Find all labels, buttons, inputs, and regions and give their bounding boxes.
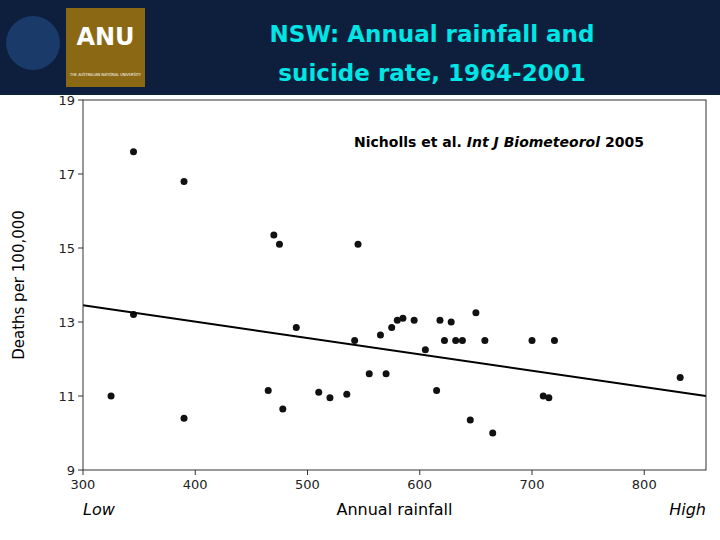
scatter-point [448, 319, 455, 326]
scatter-point [108, 393, 115, 400]
plot-marks [83, 148, 706, 436]
scatter-point [422, 346, 429, 353]
header-banner [0, 0, 720, 95]
x-tick-label: 700 [520, 477, 545, 492]
scatter-point [481, 337, 488, 344]
y-tick [78, 100, 83, 101]
x-tick-label: 400 [183, 477, 208, 492]
logo-crest [6, 16, 60, 70]
scatter-point [181, 178, 188, 185]
y-tick-label: 15 [58, 241, 75, 256]
x-tick-label: 300 [71, 477, 96, 492]
scatter-point [265, 387, 272, 394]
scatter-point [399, 315, 406, 322]
y-tick-label: 11 [58, 389, 75, 404]
y-tick-label: 13 [58, 315, 75, 330]
scatter-point [355, 241, 362, 248]
logo-box [66, 8, 145, 87]
x-tick [83, 470, 84, 475]
scatter-point [452, 337, 459, 344]
scatter-point [411, 317, 418, 324]
scatter-point [377, 331, 384, 338]
x-tick [307, 470, 308, 475]
y-tick-label: 19 [58, 93, 75, 108]
scatter-point [436, 317, 443, 324]
y-tick [78, 470, 83, 471]
scatter-point [270, 232, 277, 239]
y-tick-label: 9 [67, 463, 75, 478]
scatter-point [472, 309, 479, 316]
scatter-point [130, 148, 137, 155]
scatter-point [276, 241, 283, 248]
x-axis-label: Annual rainfall [337, 500, 453, 519]
y-tick [78, 396, 83, 397]
y-tick [78, 322, 83, 323]
scatter-point [343, 391, 350, 398]
scatter-point [388, 324, 395, 331]
y-tick-label: 17 [58, 167, 75, 182]
scatter-point [529, 337, 536, 344]
annotation-part: Int J Biometeorol [467, 134, 600, 150]
title-line: NSW: Annual rainfall and [270, 21, 595, 47]
scatter-point [467, 417, 474, 424]
plot-frame [83, 100, 706, 470]
trend-line [83, 305, 706, 396]
chart: NSW: Annual rainfall and suicide rate, 19… [0, 0, 720, 540]
plot-background [83, 100, 706, 470]
x-tick [419, 470, 420, 475]
x-tick [532, 470, 533, 475]
x-axis-label-low: Low [83, 500, 116, 519]
scatter-point [366, 370, 373, 377]
scatter-point [293, 324, 300, 331]
scatter-point [181, 415, 188, 422]
annotation: Nicholls et al. Int J Biometeorol 2005 [354, 134, 644, 150]
scatter-point [459, 337, 466, 344]
y-axis-label: Deaths per 100,000 [10, 210, 28, 360]
scatter-point [433, 387, 440, 394]
x-tick-label: 800 [632, 477, 657, 492]
annotation-part: Nicholls et al. [354, 134, 462, 150]
title: NSW: Annual rainfall and suicide rate, 19… [270, 21, 595, 86]
x-tick [195, 470, 196, 475]
scatter-point [279, 405, 286, 412]
scatter-point [551, 337, 558, 344]
scatter-point [677, 374, 684, 381]
annotation-part: 2005 [605, 134, 644, 150]
scatter-point [315, 389, 322, 396]
scatter-point [326, 394, 333, 401]
x-tick-label: 500 [295, 477, 320, 492]
logo-subtext: THE AUSTRALIAN NATIONAL UNIVERSITY [69, 72, 141, 77]
scatter-point [441, 337, 448, 344]
y-tick [78, 248, 83, 249]
scatter-point [489, 430, 496, 437]
logo-text: ANU [76, 23, 134, 51]
scatter-point [383, 370, 390, 377]
x-tick [644, 470, 645, 475]
title-line: suicide rate, 1964-2001 [278, 60, 585, 86]
x-tick-label: 600 [407, 477, 432, 492]
scatter-point [351, 337, 358, 344]
scatter-point [545, 394, 552, 401]
x-axis-label-high: High [669, 500, 706, 519]
y-tick [78, 174, 83, 175]
